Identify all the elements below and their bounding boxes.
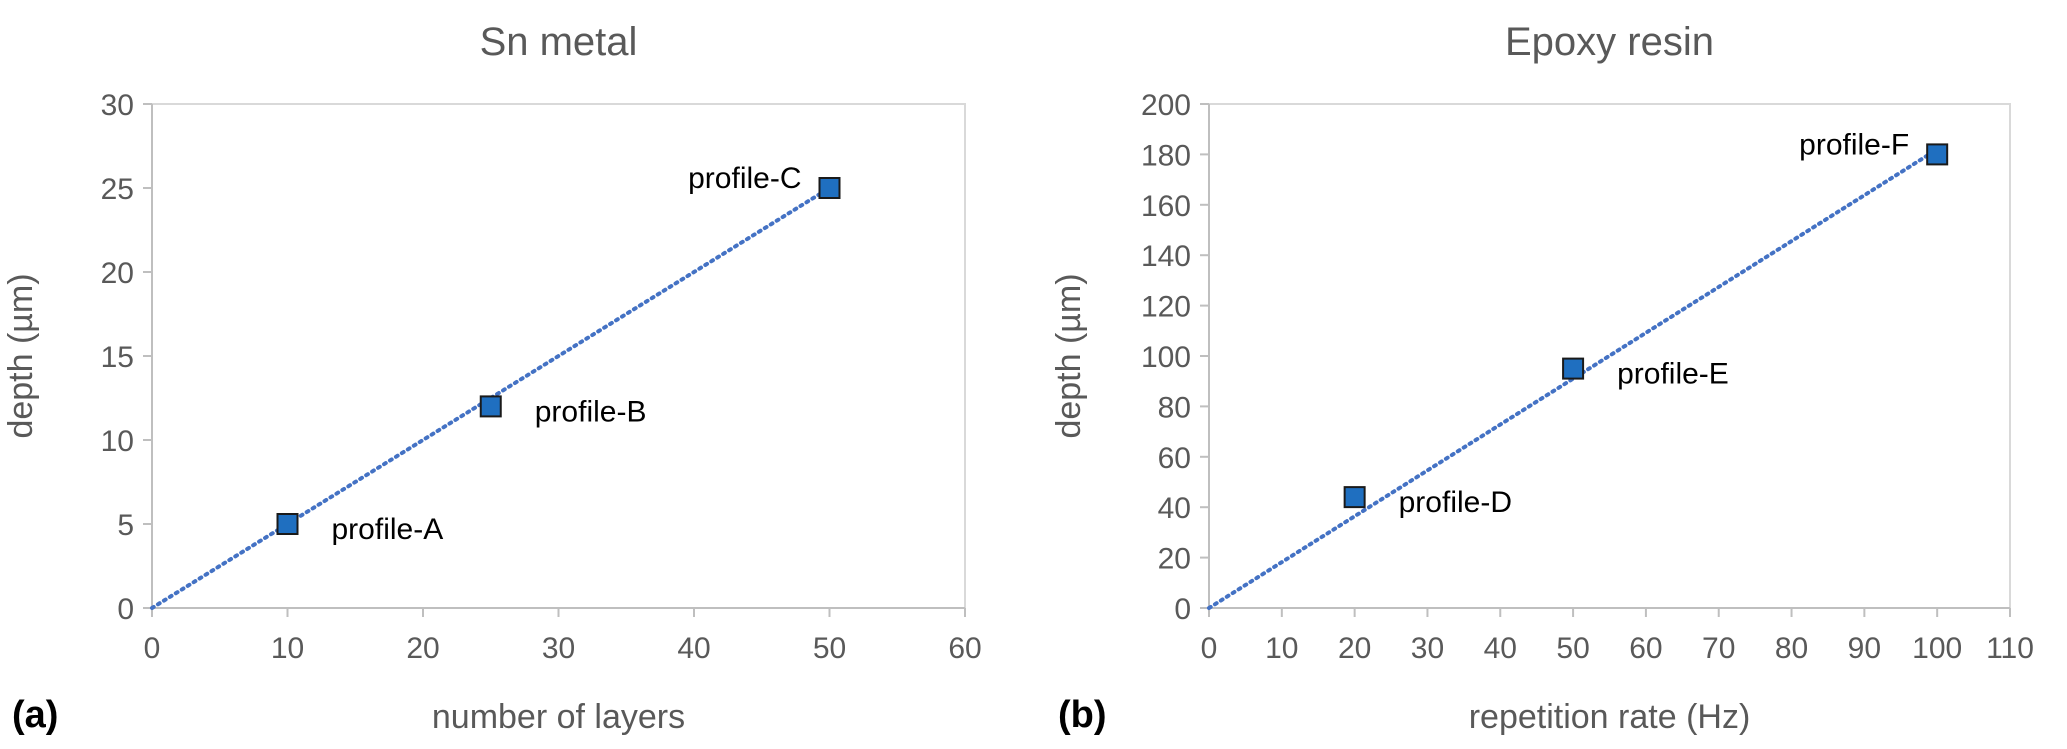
y-tick-label: 0 bbox=[117, 593, 134, 626]
x-axis-title: number of layers bbox=[432, 698, 685, 736]
x-tick-label: 40 bbox=[677, 632, 710, 665]
data-label-profile-E: profile-E bbox=[1617, 358, 1729, 391]
data-label-profile-C: profile-C bbox=[688, 162, 801, 195]
x-tick-label: 60 bbox=[948, 632, 981, 665]
chart-title: Sn metal bbox=[480, 20, 638, 64]
x-tick-label: 30 bbox=[542, 632, 575, 665]
data-label-profile-A: profile-A bbox=[332, 513, 444, 546]
data-label-profile-B: profile-B bbox=[535, 395, 647, 428]
data-label-profile-D: profile-D bbox=[1399, 486, 1512, 519]
panel-label-b: (b) bbox=[1058, 694, 1107, 736]
x-tick-label: 60 bbox=[1629, 632, 1662, 665]
x-tick-label: 30 bbox=[1411, 632, 1444, 665]
x-tick-label: 20 bbox=[1338, 632, 1371, 665]
data-point-profile-C bbox=[818, 177, 841, 199]
y-tick-label: 100 bbox=[1141, 341, 1191, 374]
y-axis-title: depth (µm) bbox=[2, 273, 40, 438]
y-tick-label: 0 bbox=[1174, 593, 1191, 626]
y-tick-label: 20 bbox=[1158, 543, 1191, 576]
x-tick-label: 10 bbox=[1265, 632, 1298, 665]
data-point-profile-D bbox=[1343, 486, 1366, 509]
chart-epoxy-resin: 0 10 20 30 40 50 60 70 80 90 100 110 0 20 40 60 80 100 120… bbox=[1050, 20, 2034, 736]
x-tick-label: 50 bbox=[813, 632, 846, 665]
x-axis-title: repetition rate (Hz) bbox=[1469, 698, 1751, 736]
panel-label-a: (a) bbox=[12, 694, 59, 736]
y-tick-label: 60 bbox=[1158, 442, 1191, 475]
x-tick-label: 10 bbox=[271, 632, 304, 665]
y-tick-label: 180 bbox=[1141, 139, 1191, 172]
y-tick-label: 140 bbox=[1141, 240, 1191, 273]
y-axis-title: depth (µm) bbox=[1050, 273, 1088, 438]
y-tick-label: 80 bbox=[1158, 391, 1191, 424]
y-tick-label: 30 bbox=[101, 89, 134, 122]
y-tick-label: 200 bbox=[1141, 89, 1191, 122]
y-tick-label: 20 bbox=[101, 257, 134, 290]
data-point-profile-E bbox=[1562, 357, 1585, 380]
y-tick-label: 10 bbox=[101, 425, 134, 458]
x-tick-label: 0 bbox=[1201, 632, 1218, 665]
x-tick-label: 20 bbox=[406, 632, 439, 665]
x-tick-label: 0 bbox=[144, 632, 161, 665]
x-tick-label: 40 bbox=[1484, 632, 1517, 665]
data-point-profile-F bbox=[1926, 143, 1949, 166]
data-point-profile-A bbox=[276, 513, 299, 535]
x-tick-label: 80 bbox=[1775, 632, 1808, 665]
y-tick-label: 25 bbox=[101, 173, 134, 206]
y-tick-label: 120 bbox=[1141, 291, 1191, 324]
x-tick-label: 90 bbox=[1848, 632, 1881, 665]
x-tick-label: 100 bbox=[1912, 632, 1962, 665]
y-tick-label: 5 bbox=[117, 509, 134, 542]
data-label-profile-F: profile-F bbox=[1799, 128, 1909, 161]
data-point-profile-B bbox=[479, 395, 502, 418]
y-tick-label: 160 bbox=[1141, 190, 1191, 223]
chart-title: Epoxy resin bbox=[1505, 20, 1714, 64]
y-tick-label: 15 bbox=[101, 341, 134, 374]
chart-sn-metal: 0 10 20 30 40 50 60 0 5 10 15 20 25 30 Sn metal number … bbox=[2, 20, 982, 736]
x-tick-label: 110 bbox=[1986, 632, 2034, 665]
x-tick-label: 50 bbox=[1556, 632, 1589, 665]
y-tick-label: 40 bbox=[1158, 492, 1191, 525]
x-tick-label: 70 bbox=[1702, 632, 1735, 665]
